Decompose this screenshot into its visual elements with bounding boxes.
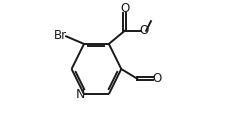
Text: N: N [75,88,84,101]
Text: O: O [119,2,129,15]
Text: Br: Br [54,29,67,42]
Text: O: O [151,72,160,85]
Text: O: O [138,24,148,37]
